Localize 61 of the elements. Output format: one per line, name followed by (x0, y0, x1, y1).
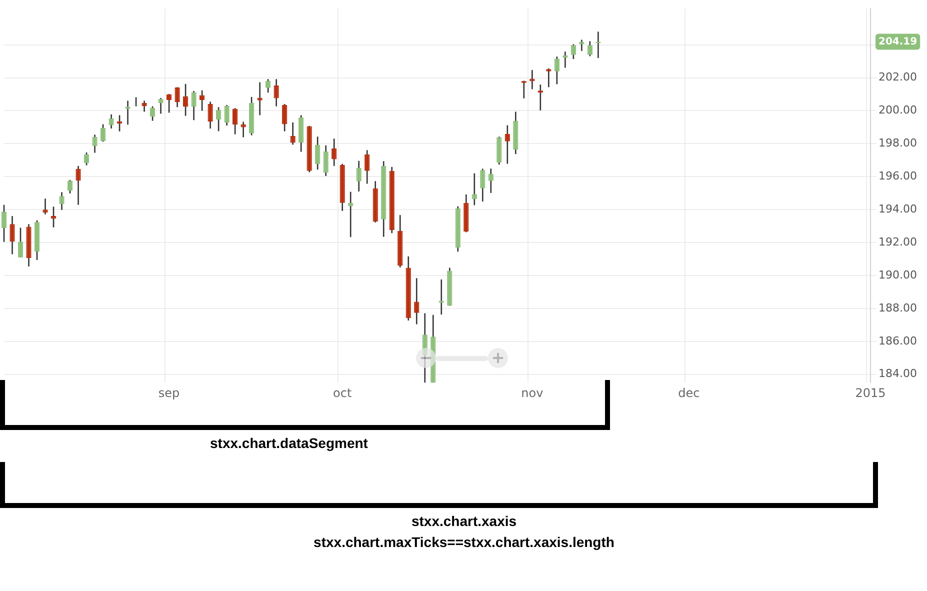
y-tick-label: 198.00 (878, 136, 918, 150)
candlestick (67, 179, 73, 194)
candlestick (488, 168, 494, 194)
y-tick-label: 184.00 (878, 367, 918, 380)
x-tick-label: dec (678, 386, 700, 400)
text: stxx.chart.dataSegment (210, 435, 368, 451)
candlestick (290, 122, 296, 146)
candlestick (76, 165, 81, 206)
candlestick (59, 191, 64, 211)
candlestick (480, 168, 486, 202)
candlestick (332, 138, 337, 167)
y-tick-label: 200.00 (878, 104, 918, 117)
candlestick (323, 144, 328, 177)
candlestick (158, 97, 164, 114)
candlestick (142, 100, 147, 112)
y-tick-label: 188.00 (878, 301, 918, 314)
candlestick (298, 114, 304, 152)
candlestick (18, 227, 24, 258)
candlestick (504, 124, 510, 164)
x-tick-label: sep (158, 386, 180, 400)
y-tick-label: 202.00 (878, 70, 918, 84)
candlestick (208, 101, 213, 130)
text: stxx.chart.maxTicks==stxx.chart.xaxis.length (314, 534, 614, 550)
candlestick (10, 215, 15, 255)
candlestick (42, 198, 48, 216)
candlestick (257, 82, 262, 116)
candlestick (232, 107, 238, 135)
x-tick-label: 2015 (855, 386, 886, 400)
candlestick (546, 68, 552, 88)
candlestick (587, 40, 592, 57)
candlestick (554, 56, 560, 85)
candlestick (472, 172, 477, 206)
candlestick (108, 114, 114, 130)
candlestick (315, 136, 320, 170)
candlestick (1, 204, 7, 243)
y-tick-label: 192.00 (878, 235, 918, 248)
candlestick (174, 86, 180, 108)
candlestick (224, 104, 230, 126)
candlestick (92, 134, 98, 154)
candlestick (356, 160, 362, 192)
text: stxx.chart.xaxis (411, 513, 517, 529)
y-tick-label: 186.00 (878, 334, 918, 348)
candlestick (191, 90, 196, 121)
candlestick (570, 44, 576, 60)
y-tick-label: 194.00 (878, 202, 918, 216)
candlestick (414, 277, 420, 325)
y-tick-label: 196.00 (878, 170, 918, 183)
candlestick (182, 83, 188, 117)
candlestick (282, 103, 288, 132)
candlestick (274, 78, 279, 107)
candlestick (496, 136, 502, 166)
candlestick (84, 152, 90, 166)
y-tick-label: 190.00 (878, 268, 918, 282)
candlestick (266, 78, 271, 94)
candlestick (216, 106, 222, 132)
x-tick-label: oct (333, 386, 352, 400)
candlestick (100, 124, 106, 142)
candlestick (364, 149, 370, 184)
candlestick (150, 106, 156, 122)
x-tick-label: nov (521, 386, 544, 400)
text: 204.19 (878, 36, 918, 48)
